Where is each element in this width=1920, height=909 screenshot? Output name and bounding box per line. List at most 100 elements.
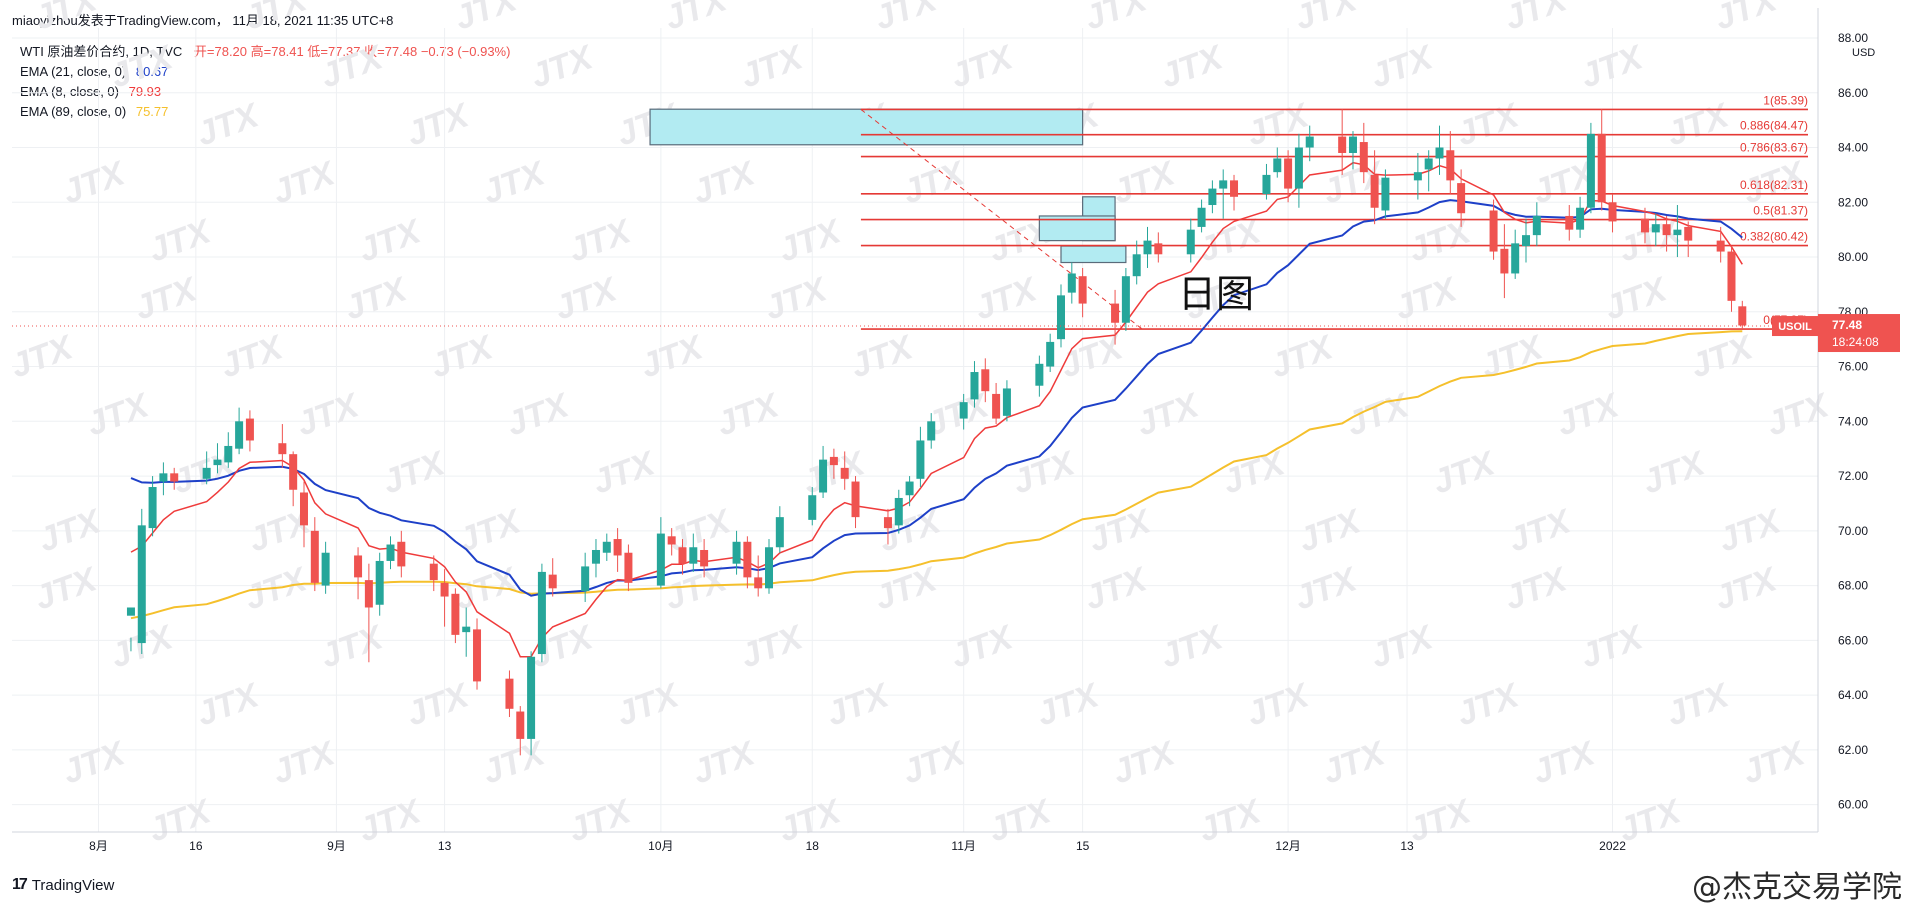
watermark-text: JTX bbox=[82, 386, 156, 444]
watermark-text: JTX bbox=[450, 560, 524, 618]
y-tick-label: 68.00 bbox=[1838, 579, 1868, 593]
watermark-text: JTX bbox=[58, 154, 132, 212]
ema89-label: EMA (89, close, 0) bbox=[20, 104, 127, 119]
candle-body bbox=[1132, 254, 1141, 277]
candle-body bbox=[1121, 276, 1130, 323]
watermark-text: JTX bbox=[846, 328, 920, 386]
watermark-text: JTX bbox=[34, 502, 108, 560]
fib-trend-line bbox=[860, 109, 1143, 330]
candle-body bbox=[1219, 180, 1228, 189]
legend-ema89-row[interactable]: EMA (89, close, 0) 75.77 bbox=[20, 102, 510, 122]
y-tick-label: 76.00 bbox=[1838, 360, 1868, 374]
y-tick-label: 82.00 bbox=[1838, 195, 1868, 209]
watermark-text: JTX bbox=[450, 0, 524, 38]
watermark-text: JTX bbox=[1294, 502, 1368, 560]
ema89-line bbox=[130, 330, 1743, 620]
watermark-text: JTX bbox=[354, 212, 428, 270]
watermark-text: JTX bbox=[402, 676, 476, 734]
candle-body bbox=[1511, 243, 1520, 274]
legend-ema21-row[interactable]: EMA (21, close, 0) 80.67 bbox=[20, 62, 510, 82]
watermark-text: JTX bbox=[984, 792, 1058, 850]
legend-ema8-row[interactable]: EMA (8, close, 0) 79.93 bbox=[20, 82, 510, 102]
candle-body bbox=[1273, 158, 1282, 173]
watermark-text: JTX bbox=[1404, 792, 1478, 850]
candle-body bbox=[1154, 243, 1163, 255]
candle-body bbox=[1500, 248, 1509, 274]
candle-body bbox=[656, 533, 665, 586]
watermark-text: JTX bbox=[1242, 676, 1316, 734]
candle-body bbox=[1381, 177, 1390, 211]
candle-body bbox=[624, 552, 633, 583]
candle-body bbox=[667, 536, 676, 545]
candle-body bbox=[1532, 215, 1541, 236]
watermark-text: JTX bbox=[612, 676, 686, 734]
watermark-text: JTX bbox=[550, 270, 624, 328]
supply-zone bbox=[1060, 245, 1127, 264]
candle-body bbox=[1197, 207, 1206, 227]
watermark-text: JTX bbox=[1390, 270, 1464, 328]
ema21-line bbox=[130, 199, 1743, 597]
watermark-text: JTX bbox=[192, 96, 266, 154]
watermark-text: JTX bbox=[1290, 560, 1364, 618]
candle-body bbox=[829, 456, 838, 466]
price-tag-price: 77.48 bbox=[1832, 318, 1862, 332]
candle-body bbox=[1413, 172, 1422, 181]
watermark-text: JTX bbox=[1638, 444, 1712, 502]
watermark-text: JTX bbox=[1714, 502, 1788, 560]
candle-body bbox=[473, 629, 482, 682]
watermark-text: JTX bbox=[1662, 96, 1736, 154]
candle-body bbox=[148, 487, 157, 529]
fib-level-label: 0.5(81.37) bbox=[1753, 204, 1808, 218]
watermark-text: JTX bbox=[1476, 328, 1550, 386]
watermark-text: JTX bbox=[1662, 676, 1736, 734]
watermark-text: JTX bbox=[688, 734, 762, 792]
candle-body bbox=[905, 481, 914, 496]
watermark-text: JTX bbox=[292, 386, 366, 444]
symbol-name: WTI 原油差价合约, 1D, TVC bbox=[20, 44, 183, 59]
watermark-text: JTX bbox=[1428, 444, 1502, 502]
candle-body bbox=[1284, 158, 1293, 189]
candle-body bbox=[700, 549, 709, 567]
candle-body bbox=[235, 421, 244, 449]
candle-body bbox=[743, 541, 752, 578]
fib-level-label: 0.382(80.42) bbox=[1740, 230, 1808, 244]
candle-body bbox=[1186, 229, 1195, 255]
watermark-text: JTX bbox=[130, 270, 204, 328]
candle-body bbox=[581, 566, 590, 592]
candle-body bbox=[970, 372, 979, 400]
watermark-text: JTX bbox=[1108, 154, 1182, 212]
ema21-value: 80.67 bbox=[135, 64, 169, 79]
candles bbox=[126, 109, 1747, 756]
watermark-text: JTX bbox=[588, 444, 662, 502]
watermark-text: JTX bbox=[1762, 386, 1836, 444]
candle-body bbox=[1002, 388, 1011, 416]
watermark-text: JTX bbox=[1452, 676, 1526, 734]
y-tick-label: 86.00 bbox=[1838, 86, 1868, 100]
candle-body bbox=[299, 492, 308, 526]
candle-body bbox=[1586, 133, 1595, 208]
candle-body bbox=[278, 443, 287, 455]
legend-symbol-row[interactable]: WTI 原油差价合约, 1D, TVC 开=78.20 高=78.41 低=77… bbox=[20, 42, 510, 62]
tradingview-logo[interactable]: 17 TradingView bbox=[12, 876, 114, 894]
watermark-text: JTX bbox=[1084, 502, 1158, 560]
ema8-label: EMA (8, close, 0) bbox=[20, 84, 119, 99]
candle-body bbox=[1067, 273, 1076, 293]
candle-body bbox=[916, 440, 925, 479]
publisher-header: miaoyizhou发表于TradingView.com， 11月 18, 20… bbox=[12, 13, 394, 28]
candle-body bbox=[678, 547, 687, 564]
candle-body bbox=[1651, 224, 1660, 233]
candle-body bbox=[451, 593, 460, 635]
supply-zone bbox=[649, 108, 1084, 146]
candle-body bbox=[613, 539, 622, 556]
price-tag-bg bbox=[1818, 314, 1900, 353]
candle-body bbox=[537, 571, 546, 655]
watermark-text: JTX bbox=[1366, 618, 1440, 676]
candle-body bbox=[1522, 235, 1531, 247]
y-tick-label: 60.00 bbox=[1838, 798, 1868, 812]
watermark-text: JTX bbox=[1342, 386, 1416, 444]
watermark-text: JTX bbox=[1500, 560, 1574, 618]
candle-body bbox=[1078, 276, 1087, 304]
watermark-text: JTX bbox=[946, 618, 1020, 676]
watermark-text: JTX bbox=[526, 38, 600, 96]
